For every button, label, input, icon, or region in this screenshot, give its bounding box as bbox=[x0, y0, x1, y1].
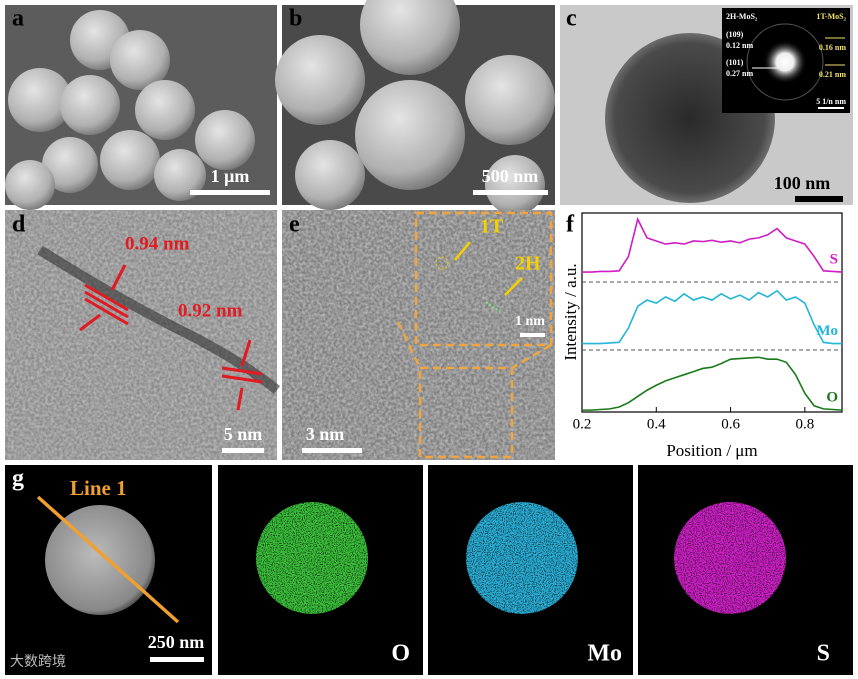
ring-spacing: 0.27 nm bbox=[726, 69, 753, 78]
texture bbox=[282, 210, 555, 460]
watermark: 大数跨境 bbox=[10, 654, 66, 670]
panel-label: d bbox=[12, 212, 26, 238]
plot-frame bbox=[581, 212, 843, 413]
inset-scale-bar bbox=[818, 107, 844, 109]
line-scan bbox=[36, 495, 180, 624]
arrow bbox=[504, 277, 523, 296]
scale-label: 500 nm bbox=[482, 166, 539, 186]
panel-c: c 2H-MoS₂ 1T-MoS₂ (109) 0.12 nm (101) 0.… bbox=[560, 5, 853, 205]
ring-spacing: 0.16 nm bbox=[819, 43, 846, 52]
arrow bbox=[454, 241, 471, 261]
atom-marker bbox=[485, 301, 501, 313]
ring-spacing: 0.12 nm bbox=[726, 41, 753, 50]
y-axis-label: Intensity / a.u. bbox=[561, 263, 580, 360]
series-label: O bbox=[826, 390, 838, 406]
profile-line bbox=[582, 356, 843, 411]
x-tick-label: 0.2 bbox=[573, 416, 592, 432]
eds-map: S bbox=[638, 465, 853, 675]
profile-line bbox=[582, 289, 842, 345]
scale-bar bbox=[473, 190, 548, 195]
x-tick-label: 0.4 bbox=[647, 416, 666, 432]
map-label: O bbox=[391, 641, 410, 667]
series-label: S bbox=[830, 252, 838, 268]
scale-bar bbox=[302, 448, 362, 453]
map-label: S bbox=[817, 641, 830, 667]
x-axis-label: Position / μm bbox=[666, 441, 757, 460]
scale-label: 3 nm bbox=[306, 424, 345, 444]
panel-label: e bbox=[289, 212, 300, 238]
scale-label: 1 μm bbox=[211, 166, 250, 186]
atom-marker bbox=[435, 256, 449, 270]
spacing-label: 0.94 nm bbox=[125, 233, 190, 254]
panel-b: b 500 nm bbox=[275, 0, 555, 215]
panel-label: b bbox=[289, 6, 302, 32]
particle bbox=[45, 505, 155, 615]
phase-label: 2H bbox=[515, 253, 541, 275]
inset-title: 1T-MoS₂ bbox=[816, 12, 846, 21]
x-tick-label: 0.6 bbox=[721, 416, 740, 432]
panel-label: g bbox=[12, 466, 24, 492]
line-label: Line 1 bbox=[70, 476, 127, 500]
profile-line bbox=[582, 216, 843, 273]
map-label: Mo bbox=[587, 641, 622, 667]
chart-background bbox=[560, 210, 853, 460]
phase-label: 1T bbox=[480, 216, 504, 238]
scale-label: 5 nm bbox=[224, 424, 263, 444]
panel-label: f bbox=[566, 212, 575, 238]
spheres bbox=[5, 10, 255, 210]
inset-scale-label: 1 nm bbox=[515, 314, 545, 329]
zoom-box bbox=[396, 211, 553, 459]
panel-d: d 0.94 nm 0.92 nm 5 nm bbox=[5, 210, 281, 460]
eds-map: O bbox=[218, 465, 423, 675]
series-label: Mo bbox=[816, 323, 838, 339]
scale-label: 100 nm bbox=[774, 173, 831, 193]
x-tick-label: 0.8 bbox=[795, 416, 814, 432]
layers bbox=[37, 245, 281, 394]
diffraction-spot bbox=[763, 40, 807, 84]
panel-a: a 1 μm bbox=[5, 5, 277, 210]
eds-map: Mo bbox=[428, 465, 633, 675]
scale-bar bbox=[222, 448, 264, 453]
ring-spacing: 0.21 nm bbox=[819, 70, 846, 79]
panel-f: f Position / μm Intensity / a.u. 0.2 0.4 0… bbox=[560, 210, 853, 460]
inset-scale-bar bbox=[520, 333, 545, 337]
scale-bar bbox=[190, 190, 270, 195]
inset-scale-label: 5 1/n nm bbox=[816, 97, 846, 106]
scale-bar bbox=[795, 196, 843, 202]
ring bbox=[746, 23, 824, 101]
scale-bar bbox=[150, 657, 204, 662]
scale-label: 250 nm bbox=[148, 632, 205, 652]
panel-g: g Line 1 250 nm 大数跨境 O Mo S bbox=[5, 465, 853, 675]
spheres bbox=[275, 0, 555, 215]
ring-index: (101) bbox=[726, 58, 744, 67]
ring-index: (109) bbox=[726, 30, 744, 39]
spacing-label: 0.92 nm bbox=[178, 300, 243, 321]
annotation bbox=[79, 264, 263, 411]
panel-e: e 1T 2H 1 nm 3 nm bbox=[282, 210, 555, 460]
panel-label: c bbox=[566, 6, 577, 32]
panel-label: a bbox=[12, 6, 24, 32]
inset-title: 2H-MoS₂ bbox=[726, 12, 758, 21]
